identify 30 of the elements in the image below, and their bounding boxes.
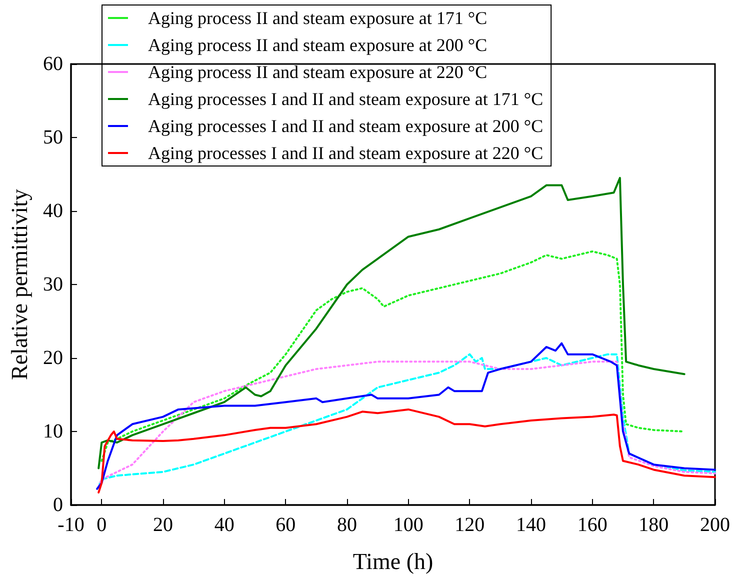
x-tick-label: 160 bbox=[577, 514, 608, 536]
line-series bbox=[100, 250, 686, 462]
x-tick-label: -10 bbox=[58, 514, 84, 536]
y-tick-label: 50 bbox=[43, 126, 63, 148]
x-tick-label: 200 bbox=[700, 514, 730, 536]
y-tick-label: 10 bbox=[43, 420, 63, 442]
y-tick-label: 20 bbox=[43, 347, 63, 369]
legend-label: Aging process II and steam exposure at 220 °C bbox=[148, 62, 488, 82]
y-tick-label: 30 bbox=[43, 274, 63, 296]
legend-label: Aging processes I and II and steam exposure at 171 °C bbox=[148, 89, 544, 109]
x-tick-label: 120 bbox=[454, 514, 485, 536]
legend-label: Aging processes I and II and steam exposure at 220 °C bbox=[148, 143, 544, 163]
x-tick-label: 0 bbox=[96, 514, 107, 536]
x-tick-label: 80 bbox=[337, 514, 357, 536]
line-series bbox=[98, 176, 686, 470]
x-tick-label: 60 bbox=[276, 514, 296, 536]
x-tick-label: 20 bbox=[153, 514, 173, 536]
x-tick-label: 100 bbox=[393, 514, 424, 536]
y-tick-label: 0 bbox=[53, 494, 63, 516]
x-tick-label: 40 bbox=[214, 514, 234, 536]
y-tick-label: 40 bbox=[43, 200, 63, 222]
x-tick-label: 140 bbox=[516, 514, 546, 536]
x-axis-title: Time (h) bbox=[352, 549, 434, 574]
x-tick-label: 180 bbox=[638, 514, 669, 536]
y-axis-title: Relative permittivity bbox=[7, 188, 32, 380]
line-series bbox=[98, 408, 716, 494]
legend-label: Aging process II and steam exposure at 171 °C bbox=[148, 8, 488, 28]
y-tick-label: 60 bbox=[43, 53, 63, 75]
legend-label: Aging process II and steam exposure at 200 °C bbox=[148, 35, 488, 55]
legend-label: Aging processes I and II and steam exposure at 200 °C bbox=[148, 116, 544, 136]
